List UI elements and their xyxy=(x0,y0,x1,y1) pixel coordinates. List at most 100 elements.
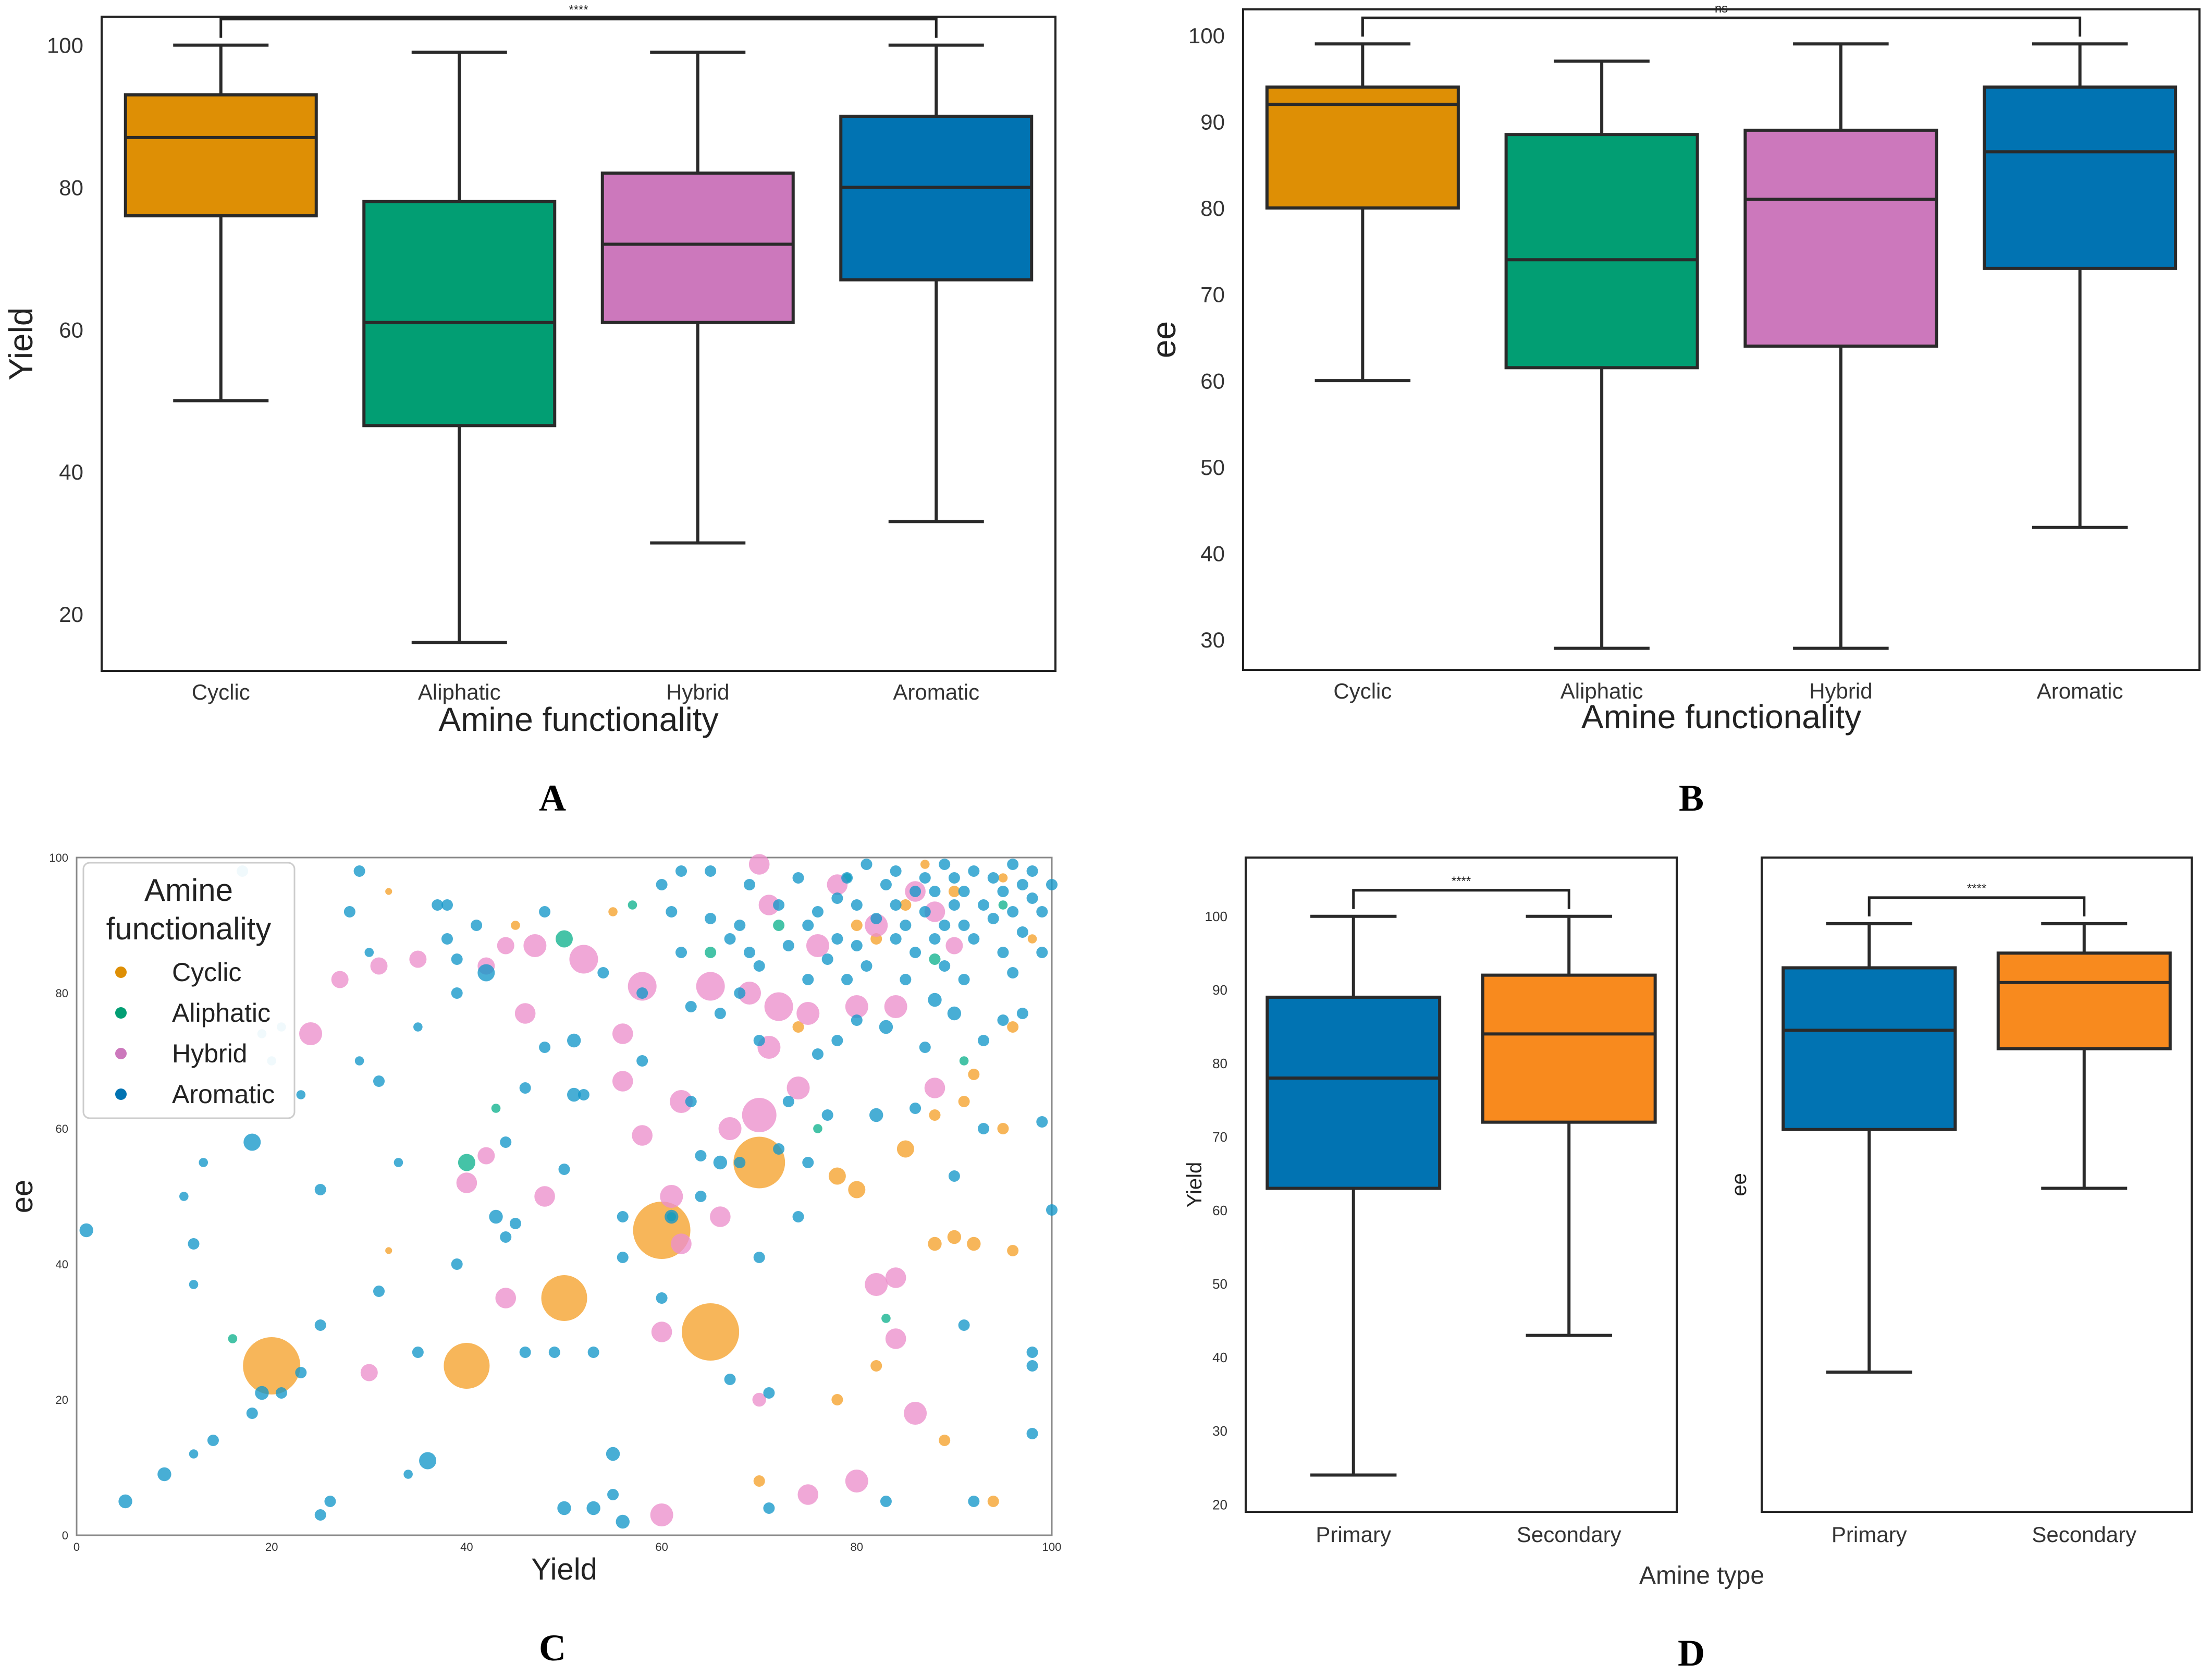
x-tick-label: 0 xyxy=(73,1540,80,1553)
panel-a-yield-boxplot: 20 40 60 80 100 Cyclic Aliphatic Hybrid Aromatic… xyxy=(2,3,1056,738)
point-aromatic xyxy=(314,1319,326,1331)
point-aromatic xyxy=(910,1103,921,1114)
significance-bracket xyxy=(1361,16,2082,37)
box-aromatic xyxy=(1983,85,2178,270)
point-aromatic xyxy=(831,892,843,904)
point-aromatic xyxy=(353,865,365,877)
point-aromatic xyxy=(879,1020,893,1034)
y-tick-label: 30 xyxy=(1200,628,1225,652)
point-aromatic xyxy=(314,1509,326,1521)
point-aromatic xyxy=(509,1218,521,1229)
point-aromatic xyxy=(188,1238,200,1250)
legend-label-aliphatic: Aliphatic xyxy=(172,998,271,1027)
point-aromatic xyxy=(928,993,942,1007)
point-aromatic xyxy=(958,920,970,931)
point-cyclic xyxy=(851,920,863,931)
point-aromatic xyxy=(910,886,921,897)
point-aromatic xyxy=(812,906,824,917)
point-aromatic xyxy=(207,1435,219,1446)
y-tick-label: 40 xyxy=(1212,1350,1227,1365)
point-aromatic xyxy=(714,1008,726,1019)
point-cyclic xyxy=(243,1337,301,1394)
point-aromatic xyxy=(910,947,921,958)
significance-bracket xyxy=(1867,896,2086,916)
point-cyclic xyxy=(541,1275,587,1321)
point-aromatic xyxy=(812,1048,824,1060)
point-aromatic xyxy=(968,933,980,945)
box-secondary xyxy=(1481,973,1657,1124)
point-aromatic xyxy=(763,1387,775,1399)
point-aromatic xyxy=(802,1157,814,1168)
legend-box xyxy=(82,862,296,1119)
point-aromatic xyxy=(831,1035,843,1046)
point-cyclic xyxy=(947,1230,962,1244)
point-aliphatic xyxy=(491,1104,501,1113)
y-tick-label: 60 xyxy=(56,1122,68,1135)
point-aromatic xyxy=(665,1209,679,1224)
point-hybrid xyxy=(885,1328,906,1349)
significance-bracket xyxy=(219,18,938,38)
point-aromatic xyxy=(802,920,814,931)
point-cyclic xyxy=(958,1096,970,1107)
point-aromatic xyxy=(1016,1008,1028,1019)
point-hybrid xyxy=(742,1098,777,1132)
y-tick-label: 40 xyxy=(1200,542,1225,566)
point-aromatic xyxy=(987,913,999,924)
point-hybrid xyxy=(534,1186,555,1207)
point-hybrid xyxy=(904,1402,927,1425)
y-tick-label: 80 xyxy=(59,176,83,200)
panel-b-ee-boxplot: 30 40 50 60 70 80 90 100 Cyclic Aliphatic Hybrid Ar… xyxy=(1145,2,2201,736)
point-aromatic xyxy=(441,933,453,945)
point-cyclic xyxy=(682,1303,740,1361)
plot-frame xyxy=(101,16,1056,672)
x-tick-label-secondary: Secondary xyxy=(2032,1522,2136,1547)
point-aromatic xyxy=(773,899,785,911)
point-hybrid xyxy=(748,854,770,875)
point-aromatic xyxy=(1026,1428,1038,1439)
point-cyclic xyxy=(1007,1021,1019,1033)
panel-d-ee-boxplot: Primary Secondary **** ee xyxy=(1728,857,2193,1547)
point-aromatic xyxy=(753,1252,765,1263)
point-aromatic xyxy=(189,1449,199,1459)
point-aromatic xyxy=(782,940,794,951)
point-aromatic xyxy=(919,1042,931,1053)
significance-label: **** xyxy=(1967,882,1986,896)
point-aromatic xyxy=(373,1286,385,1297)
point-aromatic xyxy=(1036,1116,1048,1128)
point-hybrid xyxy=(718,1117,742,1140)
point-cyclic xyxy=(828,1167,846,1185)
y-tick-label: 20 xyxy=(59,602,83,627)
y-tick-label: 70 xyxy=(1200,283,1225,307)
y-tick-label: 0 xyxy=(62,1529,68,1542)
point-aromatic xyxy=(929,886,941,897)
point-aromatic xyxy=(343,906,355,917)
point-aromatic xyxy=(841,974,853,985)
point-aromatic xyxy=(519,1347,531,1358)
legend-marker-aliphatic xyxy=(115,1007,127,1019)
panel-label-c: C xyxy=(539,1627,566,1669)
x-axis-label: Amine functionality xyxy=(438,701,718,738)
point-aromatic xyxy=(773,1143,785,1155)
significance-bracket xyxy=(1352,889,1570,909)
point-aromatic xyxy=(636,1055,648,1067)
point-aliphatic xyxy=(228,1334,238,1343)
point-cyclic xyxy=(928,1237,942,1251)
point-aromatic xyxy=(451,1258,463,1270)
point-aromatic xyxy=(851,940,863,951)
point-aromatic xyxy=(978,1123,990,1134)
point-aromatic xyxy=(851,1014,863,1026)
point-aromatic xyxy=(880,879,892,890)
point-aromatic xyxy=(1026,1360,1038,1372)
point-aromatic xyxy=(900,920,912,931)
plot-frame xyxy=(76,857,1053,1536)
point-aliphatic xyxy=(813,1124,822,1133)
point-aromatic xyxy=(1026,892,1038,904)
significance-label: **** xyxy=(1452,874,1471,888)
y-tick-label: 80 xyxy=(56,987,68,1000)
point-aromatic xyxy=(587,1347,599,1358)
point-aromatic xyxy=(1007,967,1019,978)
point-aromatic xyxy=(567,1033,581,1048)
point-cyclic xyxy=(511,921,520,930)
point-aromatic xyxy=(314,1184,326,1195)
point-aromatic xyxy=(586,1501,600,1515)
